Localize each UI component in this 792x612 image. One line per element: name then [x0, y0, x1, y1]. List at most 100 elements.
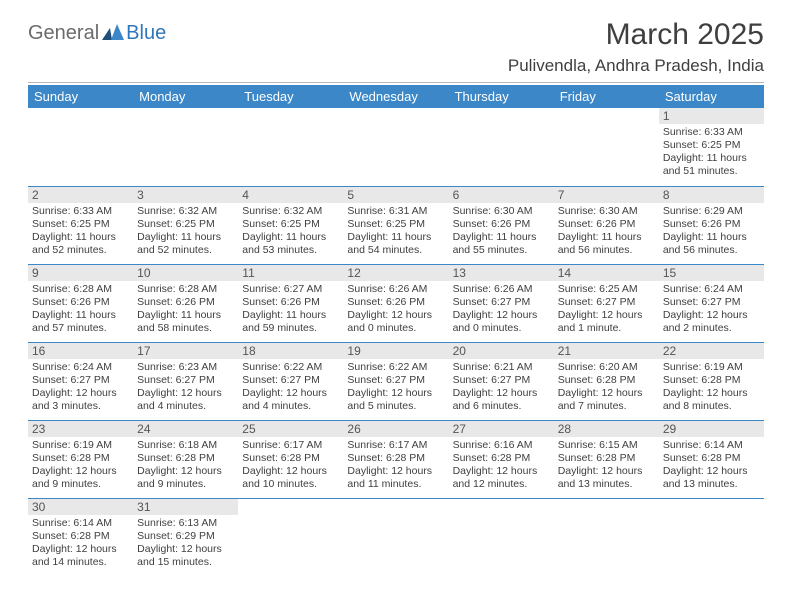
daylight-text: Daylight: 12 hours and 4 minutes.	[242, 387, 339, 413]
daylight-text: Daylight: 11 hours and 58 minutes.	[137, 309, 234, 335]
day-number: 7	[554, 187, 659, 203]
day-info: Sunrise: 6:14 AMSunset: 6:28 PMDaylight:…	[663, 439, 760, 492]
day-number: 12	[343, 265, 448, 281]
day-info: Sunrise: 6:26 AMSunset: 6:26 PMDaylight:…	[347, 283, 444, 336]
day-number: 1	[659, 108, 764, 124]
sunset-text: Sunset: 6:28 PM	[32, 452, 129, 465]
calendar-cell	[238, 108, 343, 186]
day-number: 16	[28, 343, 133, 359]
calendar-cell	[554, 498, 659, 576]
day-info: Sunrise: 6:28 AMSunset: 6:26 PMDaylight:…	[137, 283, 234, 336]
day-number: 26	[343, 421, 448, 437]
daylight-text: Daylight: 11 hours and 53 minutes.	[242, 231, 339, 257]
sunset-text: Sunset: 6:26 PM	[558, 218, 655, 231]
day-info: Sunrise: 6:22 AMSunset: 6:27 PMDaylight:…	[347, 361, 444, 414]
sunset-text: Sunset: 6:28 PM	[32, 530, 129, 543]
calendar-cell	[343, 108, 448, 186]
sunrise-text: Sunrise: 6:28 AM	[137, 283, 234, 296]
sunrise-text: Sunrise: 6:22 AM	[242, 361, 339, 374]
daylight-text: Daylight: 12 hours and 0 minutes.	[347, 309, 444, 335]
day-number: 23	[28, 421, 133, 437]
sunrise-text: Sunrise: 6:31 AM	[347, 205, 444, 218]
calendar-cell: 27Sunrise: 6:16 AMSunset: 6:28 PMDayligh…	[449, 420, 554, 498]
weekday-header: Sunday	[28, 85, 133, 108]
calendar-cell	[449, 498, 554, 576]
sunset-text: Sunset: 6:28 PM	[347, 452, 444, 465]
calendar-cell	[659, 498, 764, 576]
daylight-text: Daylight: 12 hours and 1 minute.	[558, 309, 655, 335]
calendar-row: 2Sunrise: 6:33 AMSunset: 6:25 PMDaylight…	[28, 186, 764, 264]
logo-text-blue: Blue	[126, 22, 166, 45]
daylight-text: Daylight: 11 hours and 59 minutes.	[242, 309, 339, 335]
day-info: Sunrise: 6:23 AMSunset: 6:27 PMDaylight:…	[137, 361, 234, 414]
weekday-header: Friday	[554, 85, 659, 108]
day-number: 6	[449, 187, 554, 203]
sunrise-text: Sunrise: 6:17 AM	[242, 439, 339, 452]
day-number: 31	[133, 499, 238, 515]
day-info: Sunrise: 6:19 AMSunset: 6:28 PMDaylight:…	[32, 439, 129, 492]
calendar-cell: 20Sunrise: 6:21 AMSunset: 6:27 PMDayligh…	[449, 342, 554, 420]
day-number: 24	[133, 421, 238, 437]
daylight-text: Daylight: 12 hours and 5 minutes.	[347, 387, 444, 413]
sunrise-text: Sunrise: 6:25 AM	[558, 283, 655, 296]
day-info: Sunrise: 6:30 AMSunset: 6:26 PMDaylight:…	[558, 205, 655, 258]
sunrise-text: Sunrise: 6:22 AM	[347, 361, 444, 374]
calendar-cell: 29Sunrise: 6:14 AMSunset: 6:28 PMDayligh…	[659, 420, 764, 498]
sunrise-text: Sunrise: 6:33 AM	[663, 126, 760, 139]
sunset-text: Sunset: 6:26 PM	[347, 296, 444, 309]
weekday-header: Tuesday	[238, 85, 343, 108]
day-info: Sunrise: 6:19 AMSunset: 6:28 PMDaylight:…	[663, 361, 760, 414]
logo: General Blue	[28, 22, 166, 45]
sunrise-text: Sunrise: 6:30 AM	[453, 205, 550, 218]
calendar-cell: 21Sunrise: 6:20 AMSunset: 6:28 PMDayligh…	[554, 342, 659, 420]
daylight-text: Daylight: 12 hours and 10 minutes.	[242, 465, 339, 491]
calendar-cell: 13Sunrise: 6:26 AMSunset: 6:27 PMDayligh…	[449, 264, 554, 342]
day-info: Sunrise: 6:20 AMSunset: 6:28 PMDaylight:…	[558, 361, 655, 414]
daylight-text: Daylight: 12 hours and 6 minutes.	[453, 387, 550, 413]
calendar-cell	[28, 108, 133, 186]
day-info: Sunrise: 6:15 AMSunset: 6:28 PMDaylight:…	[558, 439, 655, 492]
day-number: 13	[449, 265, 554, 281]
sunset-text: Sunset: 6:28 PM	[663, 374, 760, 387]
daylight-text: Daylight: 12 hours and 4 minutes.	[137, 387, 234, 413]
calendar-cell: 2Sunrise: 6:33 AMSunset: 6:25 PMDaylight…	[28, 186, 133, 264]
day-number: 9	[28, 265, 133, 281]
calendar-cell: 6Sunrise: 6:30 AMSunset: 6:26 PMDaylight…	[449, 186, 554, 264]
calendar-cell: 16Sunrise: 6:24 AMSunset: 6:27 PMDayligh…	[28, 342, 133, 420]
sunset-text: Sunset: 6:27 PM	[32, 374, 129, 387]
calendar-cell: 18Sunrise: 6:22 AMSunset: 6:27 PMDayligh…	[238, 342, 343, 420]
daylight-text: Daylight: 12 hours and 11 minutes.	[347, 465, 444, 491]
calendar-cell: 10Sunrise: 6:28 AMSunset: 6:26 PMDayligh…	[133, 264, 238, 342]
daylight-text: Daylight: 12 hours and 0 minutes.	[453, 309, 550, 335]
daylight-text: Daylight: 11 hours and 57 minutes.	[32, 309, 129, 335]
sunset-text: Sunset: 6:27 PM	[242, 374, 339, 387]
calendar-row: 9Sunrise: 6:28 AMSunset: 6:26 PMDaylight…	[28, 264, 764, 342]
sunrise-text: Sunrise: 6:33 AM	[32, 205, 129, 218]
calendar-cell: 3Sunrise: 6:32 AMSunset: 6:25 PMDaylight…	[133, 186, 238, 264]
day-info: Sunrise: 6:18 AMSunset: 6:28 PMDaylight:…	[137, 439, 234, 492]
sunrise-text: Sunrise: 6:24 AM	[32, 361, 129, 374]
sunset-text: Sunset: 6:26 PM	[453, 218, 550, 231]
calendar-cell: 12 Sunrise: 6:26 AMSunset: 6:26 PMDayligh…	[343, 264, 448, 342]
day-info: Sunrise: 6:24 AMSunset: 6:27 PMDaylight:…	[663, 283, 760, 336]
calendar-cell: 1Sunrise: 6:33 AMSunset: 6:25 PMDaylight…	[659, 108, 764, 186]
daylight-text: Daylight: 12 hours and 14 minutes.	[32, 543, 129, 569]
sunrise-text: Sunrise: 6:14 AM	[32, 517, 129, 530]
sunset-text: Sunset: 6:28 PM	[137, 452, 234, 465]
calendar-cell: 15Sunrise: 6:24 AMSunset: 6:27 PMDayligh…	[659, 264, 764, 342]
sunset-text: Sunset: 6:25 PM	[137, 218, 234, 231]
sunset-text: Sunset: 6:26 PM	[137, 296, 234, 309]
sunrise-text: Sunrise: 6:14 AM	[663, 439, 760, 452]
divider	[28, 82, 764, 83]
calendar-cell	[343, 498, 448, 576]
daylight-text: Daylight: 11 hours and 51 minutes.	[663, 152, 760, 178]
sunrise-text: Sunrise: 6:15 AM	[558, 439, 655, 452]
calendar-cell: 28Sunrise: 6:15 AMSunset: 6:28 PMDayligh…	[554, 420, 659, 498]
sunrise-text: Sunrise: 6:26 AM	[453, 283, 550, 296]
calendar-cell: 8Sunrise: 6:29 AMSunset: 6:26 PMDaylight…	[659, 186, 764, 264]
sunrise-text: Sunrise: 6:21 AM	[453, 361, 550, 374]
day-info: Sunrise: 6:22 AMSunset: 6:27 PMDaylight:…	[242, 361, 339, 414]
calendar-cell	[554, 108, 659, 186]
logo-mark-icon	[102, 22, 124, 45]
daylight-text: Daylight: 12 hours and 13 minutes.	[663, 465, 760, 491]
